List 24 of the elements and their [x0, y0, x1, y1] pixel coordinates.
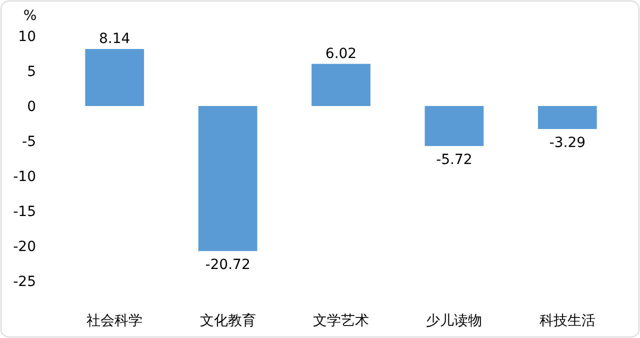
y-tick-label: 0: [27, 99, 36, 115]
x-tick-label: 少儿读物: [426, 313, 482, 329]
data-label: 8.14: [99, 31, 130, 48]
data-label: 6.02: [325, 46, 357, 62]
y-tick-label: -25: [13, 274, 36, 290]
x-tick-label: 社会科学: [86, 313, 143, 329]
bar: [85, 49, 144, 106]
data-label: -20.72: [205, 257, 250, 274]
bar: [538, 106, 597, 130]
x-tick-label: 文学艺术: [313, 313, 369, 329]
bar: [424, 106, 484, 146]
y-tick-label: 10: [18, 29, 36, 45]
y-tick-label: 5: [27, 64, 36, 80]
data-label: -5.72: [436, 152, 472, 168]
x-tick-label: 科技生活: [539, 313, 596, 329]
y-tick-label: -15: [13, 204, 36, 220]
y-tick-label: -5: [22, 134, 36, 150]
x-tick-label: 文化教育: [200, 312, 256, 329]
bar: [312, 64, 370, 106]
y-tick-label: -10: [13, 169, 36, 185]
data-label: -3.29: [549, 135, 586, 152]
y-tick-label: -20: [13, 239, 36, 255]
y-axis-title: %: [23, 8, 37, 24]
bar: [198, 106, 258, 252]
